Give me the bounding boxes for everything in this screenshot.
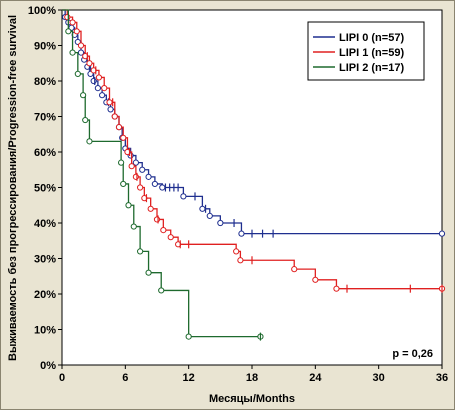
x-tick-label: 12: [183, 372, 195, 384]
event-marker: [199, 205, 206, 212]
event-marker: [158, 287, 165, 294]
legend-label: LIPI 2 (n=17): [339, 62, 404, 74]
event-marker: [94, 85, 101, 92]
event-marker: [120, 134, 127, 141]
event-marker: [137, 248, 144, 255]
y-tick-label: 40%: [34, 218, 56, 230]
event-marker: [65, 28, 72, 35]
event-marker: [111, 113, 118, 120]
event-marker: [115, 124, 123, 131]
x-tick-label: 30: [373, 372, 385, 384]
event-marker: [159, 184, 166, 191]
event-marker: [106, 99, 113, 106]
y-tick-label: 0%: [40, 360, 56, 372]
event-marker: [333, 285, 340, 292]
x-tick-label: 36: [436, 372, 448, 384]
event-marker: [167, 234, 174, 241]
x-tick-label: 18: [246, 372, 258, 384]
series-lipi-2: [62, 9, 264, 341]
event-marker: [160, 227, 167, 234]
event-marker: [438, 230, 446, 237]
event-marker: [137, 184, 144, 191]
event-marker: [125, 202, 132, 209]
y-tick-label: 100%: [28, 5, 56, 17]
event-marker: [128, 163, 135, 170]
event-marker: [118, 159, 125, 166]
event-marker: [86, 138, 93, 145]
event-marker: [206, 212, 213, 219]
event-marker: [237, 257, 244, 264]
event-marker: [82, 116, 89, 124]
legend-label: LIPI 0 (n=57): [339, 32, 404, 44]
event-marker: [145, 173, 152, 180]
event-marker: [69, 19, 76, 26]
event-marker: [74, 70, 81, 78]
event-marker: [132, 173, 139, 180]
event-marker: [153, 216, 161, 223]
y-tick-label: 90%: [34, 41, 56, 53]
event-marker: [101, 85, 108, 92]
x-tick-label: 0: [59, 372, 65, 384]
legend: LIPI 0 (n=57) LIPI 1 (n=59) LIPI 2 (n=17): [307, 21, 425, 81]
event-marker: [90, 77, 97, 85]
event-marker: [80, 92, 87, 99]
legend-label: LIPI 1 (n=59): [339, 47, 404, 59]
event-marker: [312, 276, 319, 283]
event-marker: [64, 14, 71, 21]
event-marker: [95, 74, 103, 81]
p-value-annotation: p = 0,26: [392, 348, 433, 360]
event-marker: [238, 230, 245, 237]
event-marker: [99, 92, 106, 99]
y-axis: 0% 10% 20% 30% 40% 50% 60% 70% 80% 90% 100%: [28, 5, 62, 372]
event-marker: [217, 219, 224, 227]
event-marker: [73, 28, 80, 35]
event-marker: [147, 205, 154, 212]
event-marker: [139, 166, 146, 173]
x-tick-label: 6: [122, 372, 128, 384]
y-tick-label: 50%: [34, 183, 56, 195]
x-axis-label: Месяцы/Months: [209, 393, 295, 405]
event-marker: [233, 248, 240, 255]
series-layer: [62, 9, 446, 341]
event-marker: [132, 159, 139, 166]
y-tick-label: 80%: [34, 76, 56, 88]
event-marker: [86, 60, 93, 67]
event-marker: [77, 42, 85, 49]
y-tick-label: 60%: [34, 147, 56, 159]
x-axis: 0 6 12 18 24 30 36: [59, 365, 448, 384]
event-marker: [185, 333, 192, 340]
event-marker: [291, 266, 298, 273]
event-marker: [120, 180, 127, 188]
event-marker: [107, 106, 114, 113]
legend-items: LIPI 0 (n=57) LIPI 1 (n=59) LIPI 2 (n=17): [313, 32, 404, 74]
event-marker: [180, 193, 187, 200]
x-tick-label: 24: [309, 372, 322, 384]
event-marker: [69, 49, 76, 56]
legend-box: [307, 21, 425, 81]
y-tick-label: 70%: [34, 112, 56, 124]
y-tick-label: 20%: [34, 289, 56, 301]
event-marker: [130, 223, 137, 230]
y-tick-label: 10%: [34, 325, 56, 337]
series-lipi-1: [62, 9, 446, 293]
event-marker: [151, 180, 158, 188]
y-tick-label: 30%: [34, 254, 56, 266]
y-axis-label: Выживаемость без прогрессирования/Progre…: [7, 15, 19, 361]
event-marker: [145, 269, 152, 276]
